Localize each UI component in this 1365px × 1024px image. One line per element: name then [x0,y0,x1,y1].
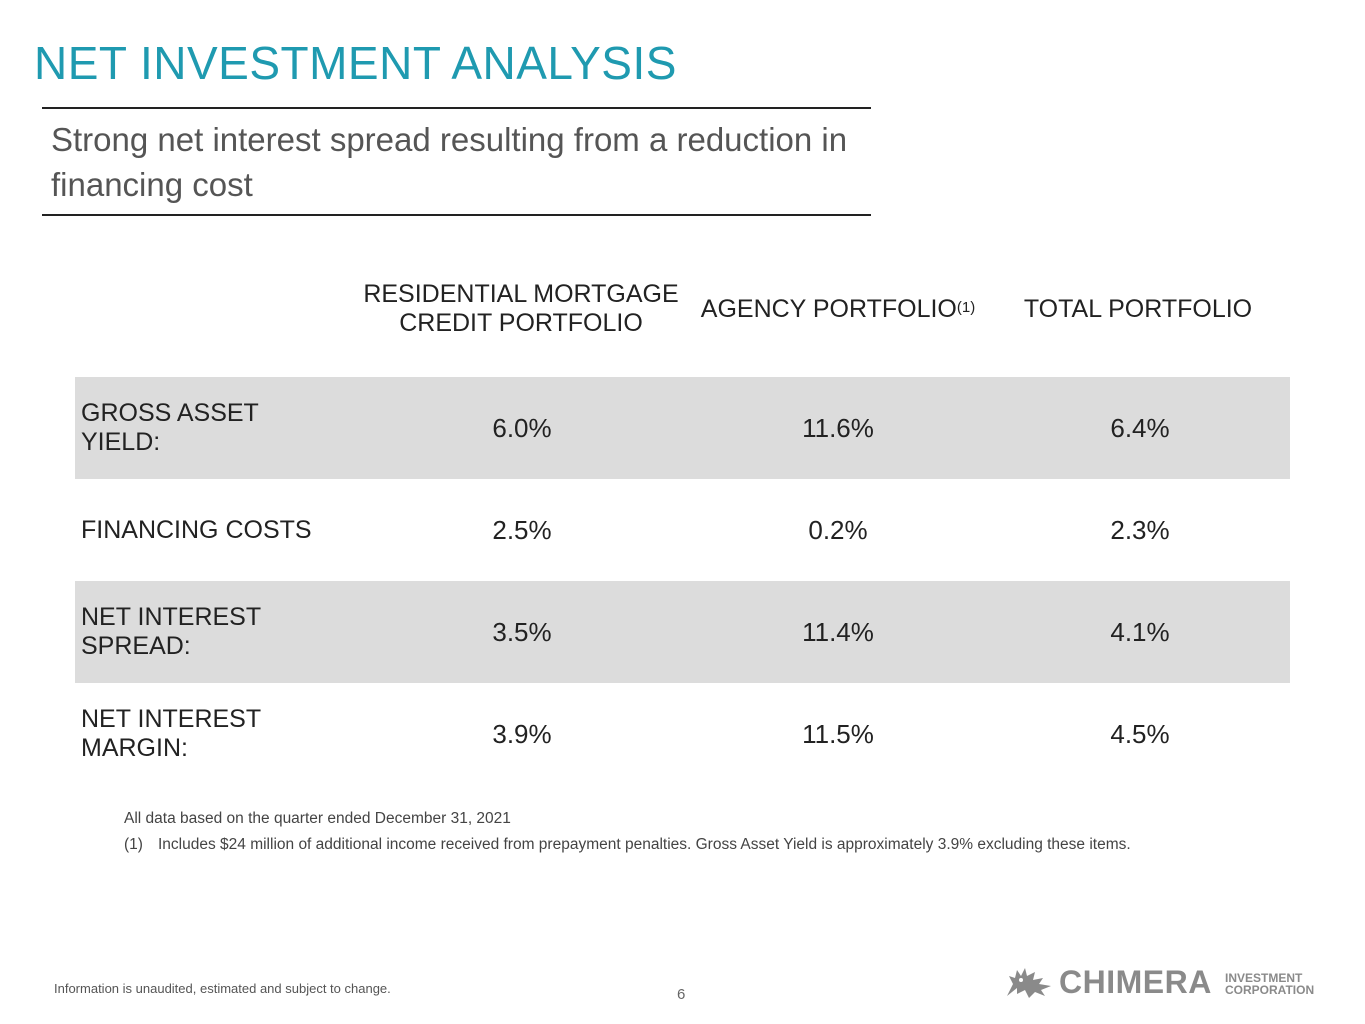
column-header-agency: AGENCY PORTFOLIO (1) [690,274,986,344]
footnote-marker: (1) [124,836,143,853]
cell-agency: 11.5% [802,718,874,749]
cell-total: 2.3% [1110,514,1170,545]
cell-agency: 11.4% [802,616,874,647]
row-label: GROSS ASSET YIELD: [81,399,259,456]
footnote: (1) Includes $24 million of additional in… [124,836,1131,854]
row-label: FINANCING COSTS [81,515,312,544]
column-footnote-marker: (1) [956,298,976,316]
column-header-label: TOTAL PORTFOLIO [1023,294,1253,323]
column-header-residential: RESIDENTIAL MORTGAGE CREDIT PORTFOLIO [356,274,686,344]
logo-subtitle-line: CORPORATION [1225,983,1315,997]
cell-residential: 3.5% [492,616,552,647]
logo-subtitle-line: INVESTMENT [1225,971,1303,985]
bottom-divider [42,214,871,216]
cell-agency: 11.6% [802,412,874,443]
cell-total: 4.1% [1110,616,1170,647]
logo-wordmark: CHIMERA [1059,964,1212,1000]
page-number: 6 [677,986,686,1003]
cell-residential: 2.5% [492,514,552,545]
page-subtitle: Strong net interest spread resulting fro… [51,121,848,203]
column-header-total: TOTAL PORTFOLIO [1000,274,1276,344]
data-basis-note: All data based on the quarter ended Dece… [124,810,511,827]
net-investment-table: GROSS ASSET YIELD: 6.0% 11.6% 6.4% FINAN… [75,377,1290,785]
row-label: NET INTEREST MARGIN: [81,705,261,762]
footnote-text: Includes $24 million of additional incom… [158,836,1131,853]
row-label: NET INTEREST SPREAD: [81,603,261,660]
company-logo: CHIMERA INVESTMENT CORPORATION [1003,960,1339,1000]
cell-total: 4.5% [1110,718,1170,749]
column-header-label: AGENCY PORTFOLIO [700,294,957,323]
table-row: NET INTEREST SPREAD: 3.5% 11.4% 4.1% [75,581,1290,683]
table-row: GROSS ASSET YIELD: 6.0% 11.6% 6.4% [75,377,1290,479]
cell-residential: 6.0% [492,412,552,443]
column-header-label: RESIDENTIAL MORTGAGE CREDIT PORTFOLIO [363,280,679,337]
page-title: NET INVESTMENT ANALYSIS [34,37,677,89]
cell-total: 6.4% [1110,412,1170,443]
logo-subtitle: INVESTMENT CORPORATION [1225,972,1314,996]
disclaimer: Information is unaudited, estimated and … [54,981,391,996]
top-divider [42,107,871,109]
table-row: NET INTEREST MARGIN: 3.9% 11.5% 4.5% [75,683,1290,785]
cell-agency: 0.2% [808,514,868,545]
cell-residential: 3.9% [492,718,552,749]
table-row: FINANCING COSTS 2.5% 0.2% 2.3% [75,479,1290,581]
chimera-emblem-icon [1007,968,1051,998]
